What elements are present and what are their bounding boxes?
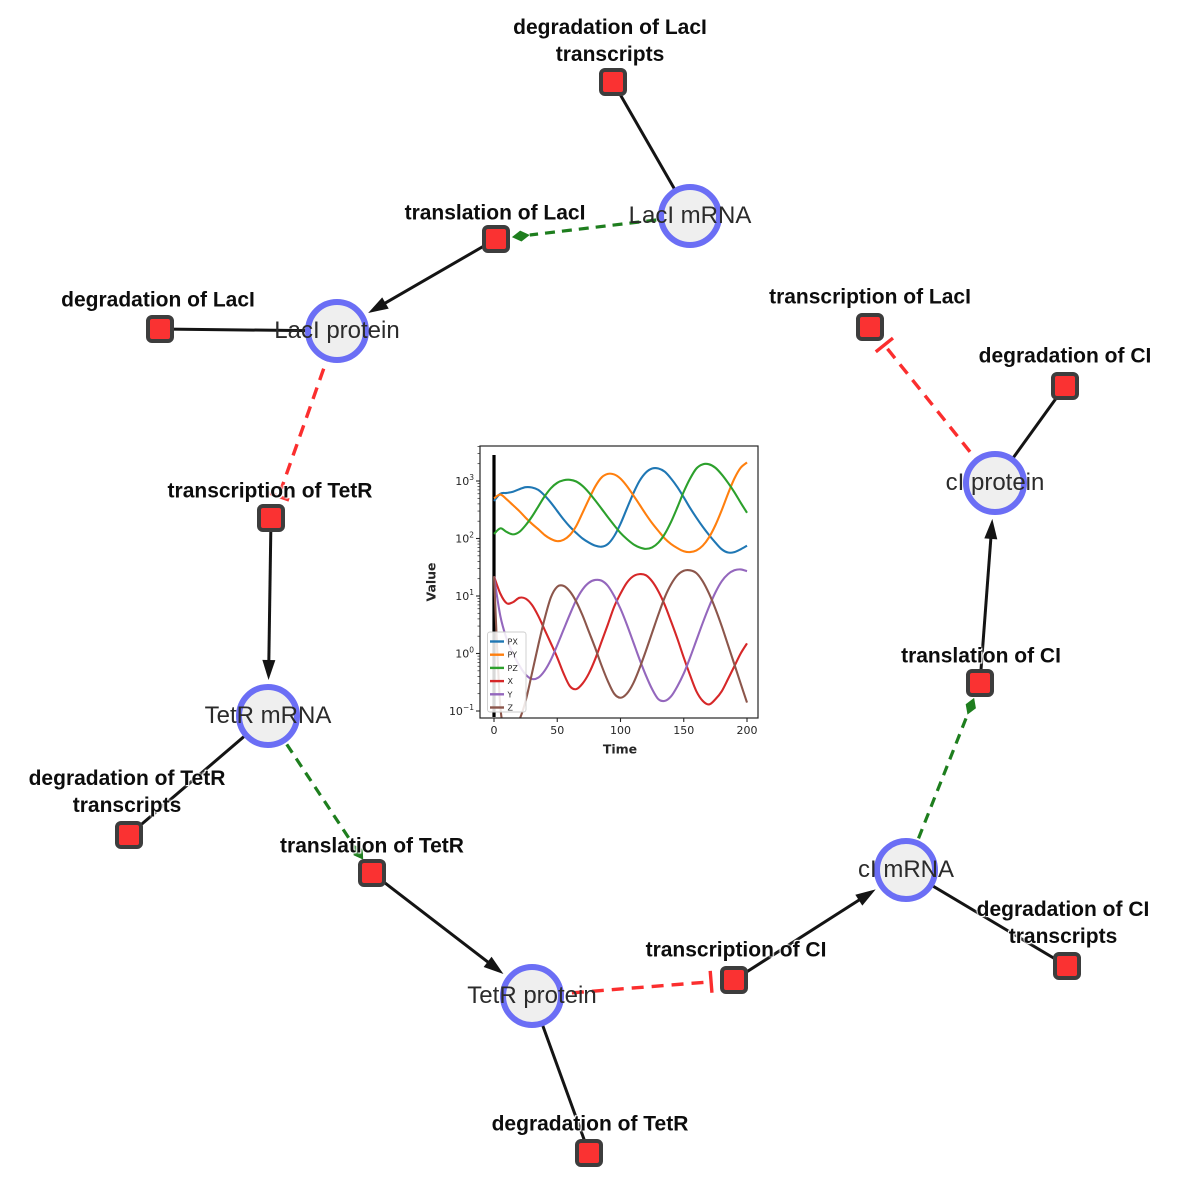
plot-xlabel: Time	[602, 741, 638, 757]
species-node-tetr_protein[interactable]	[500, 964, 564, 1028]
reaction-node-deg_tetr[interactable]	[575, 1139, 603, 1167]
series-X	[493, 573, 748, 706]
reaction-label-deg_laci_tx: degradation of LacI transcripts	[513, 16, 707, 66]
species-node-ci_mrna[interactable]	[874, 838, 938, 902]
legend-entry-PX: PX	[490, 638, 518, 647]
species-label-ci_mrna: cI mRNA	[858, 856, 954, 883]
edge-transl_ci-ci_protein	[978, 518, 998, 684]
legend-entry-Z: Z	[490, 704, 514, 713]
reaction-node-transl_tetr[interactable]	[358, 859, 386, 887]
species-label-ci_protein: cI protein	[945, 469, 1045, 496]
svg-text:Z: Z	[508, 704, 514, 713]
series-Z	[492, 568, 748, 718]
edge-ci_mrna-transl_ci	[904, 697, 976, 871]
series-PZ	[493, 462, 748, 550]
legend-entry-X: X	[490, 677, 514, 686]
species-label-tetr_protein: TetR protein	[467, 982, 597, 1009]
reaction-node-deg_laci_tx[interactable]	[599, 68, 627, 96]
edge-transl_tetr-tetr_protein	[371, 871, 504, 975]
species-node-tetr_mrna[interactable]	[236, 684, 300, 748]
species-label-laci_mrna: LacI mRNA	[628, 202, 752, 229]
reaction-label-deg_ci: degradation of CI	[978, 344, 1152, 368]
reaction-label-transl_tetr: translation of TetR	[280, 834, 464, 858]
edge-transl_laci-laci_protein	[368, 237, 497, 313]
edge-txn_ci-ci_mrna	[733, 889, 876, 982]
reaction-node-transl_ci[interactable]	[966, 669, 994, 697]
reaction-node-txn_ci[interactable]	[720, 966, 748, 994]
reaction-node-deg_ci_tx[interactable]	[1053, 952, 1081, 980]
svg-text:X: X	[508, 677, 514, 686]
legend-entry-PY: PY	[490, 651, 517, 660]
reaction-node-deg_ci[interactable]	[1051, 372, 1079, 400]
reaction-node-deg_tetr_tx[interactable]	[115, 821, 143, 849]
reaction-label-transl_ci: translation of CI	[901, 644, 1061, 668]
legend-entry-Y: Y	[490, 690, 513, 699]
svg-text:50: 50	[550, 724, 564, 737]
reaction-label-deg_tetr_tx: degradation of TetR transcripts	[28, 767, 226, 817]
reaction-label-txn_laci: transcription of LacI	[769, 285, 971, 309]
reaction-label-deg_laci: degradation of LacI	[61, 288, 255, 312]
reaction-label-txn_tetr: transcription of TetR	[167, 479, 373, 503]
reaction-label-deg_ci_tx: degradation of CI transcripts	[976, 898, 1150, 948]
legend-entry-PZ: PZ	[490, 664, 518, 673]
reaction-label-deg_tetr: degradation of TetR	[491, 1112, 689, 1136]
species-label-laci_protein: LacI protein	[274, 317, 400, 344]
svg-text:0: 0	[491, 724, 498, 737]
svg-text:PZ: PZ	[508, 664, 519, 673]
reaction-label-transl_laci: translation of LacI	[404, 201, 586, 225]
species-node-ci_protein[interactable]	[963, 451, 1027, 515]
species-node-laci_mrna[interactable]	[658, 184, 722, 248]
plot-legend: PX PY PZ XYZ	[487, 631, 527, 713]
series-PY	[493, 461, 748, 554]
series-Y	[492, 568, 748, 703]
reaction-node-transl_laci[interactable]	[482, 225, 510, 253]
edge-txn_tetr-tetr_mrna	[262, 517, 276, 681]
reaction-node-txn_tetr[interactable]	[257, 504, 285, 532]
svg-text:PX: PX	[508, 638, 519, 647]
series-PX	[493, 466, 748, 554]
reaction-node-deg_laci[interactable]	[146, 315, 174, 343]
svg-text:PY: PY	[508, 651, 518, 660]
svg-text:Y: Y	[507, 690, 513, 699]
reaction-node-txn_laci[interactable]	[856, 313, 884, 341]
svg-text:150: 150	[673, 724, 694, 737]
species-label-tetr_mrna: TetR mRNA	[204, 702, 332, 729]
species-node-laci_protein[interactable]	[305, 299, 369, 363]
svg-text:200: 200	[737, 724, 758, 737]
plot-ylabel: Value	[423, 562, 439, 602]
svg-text:100: 100	[610, 724, 631, 737]
reaction-label-txn_ci: transcription of CI	[645, 938, 827, 962]
